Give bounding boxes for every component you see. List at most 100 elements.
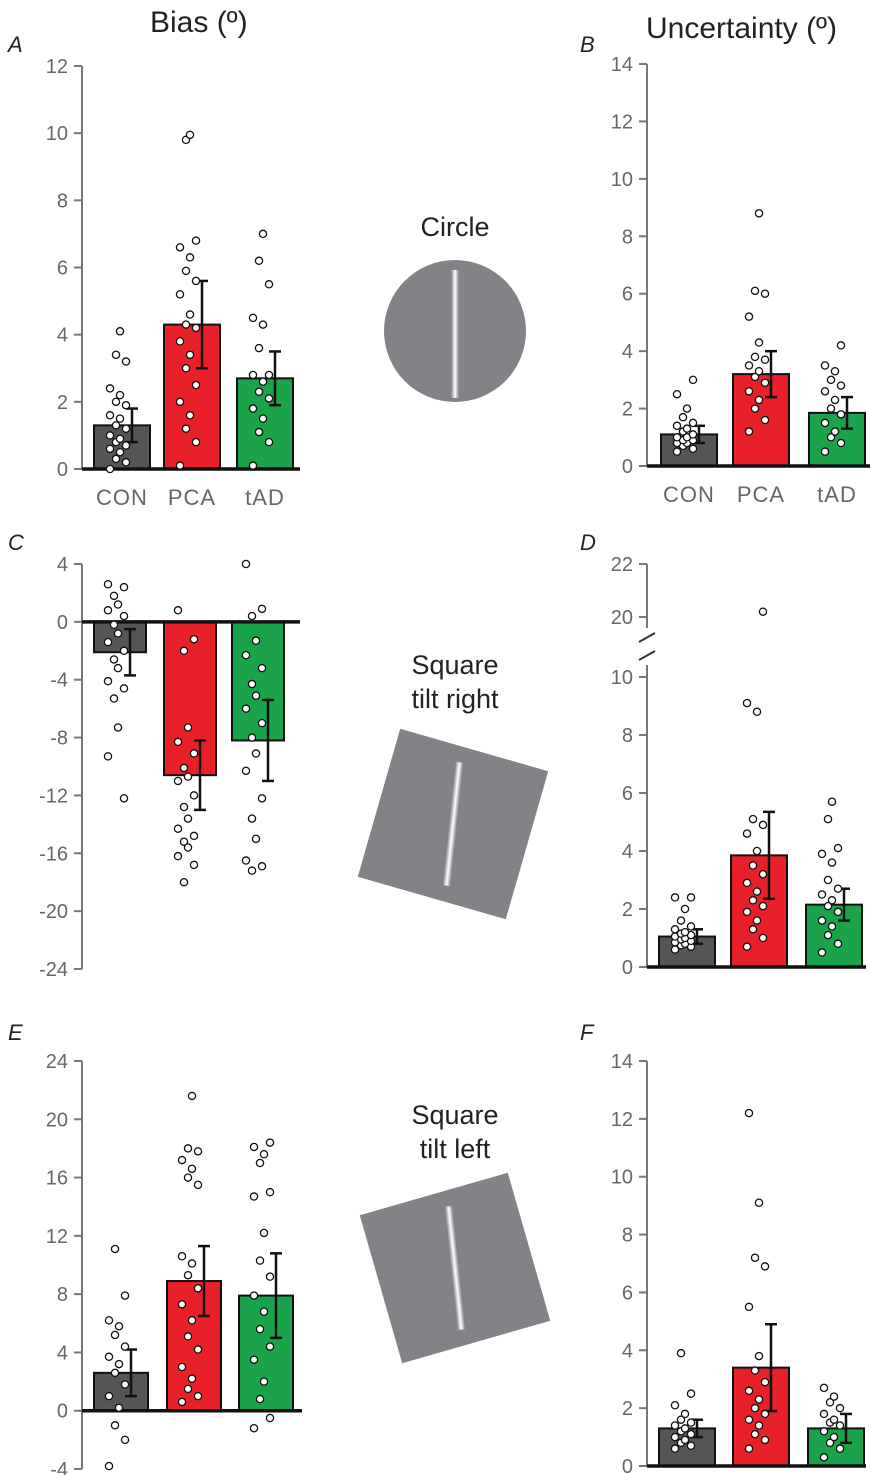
data-point-tad	[264, 280, 274, 289]
panel-letter-e: E	[8, 1020, 23, 1045]
data-point-pca	[179, 763, 189, 773]
data-point-tad	[820, 418, 830, 428]
data-point-tad	[247, 866, 257, 875]
data-point-tad	[830, 366, 840, 376]
data-point-pca	[742, 878, 752, 888]
y-tick-label: 12	[611, 1109, 633, 1131]
y-tick-label: -8	[50, 728, 68, 750]
data-point-pca	[179, 802, 189, 812]
data-point-pca	[760, 1409, 770, 1419]
data-point-pca	[742, 698, 752, 708]
data-point-pca	[181, 266, 191, 276]
data-point-tad	[820, 447, 830, 456]
panel-letter-c: C	[8, 530, 24, 555]
data-point-tad	[257, 663, 267, 673]
data-point-pca	[183, 1332, 193, 1341]
data-point-pca	[183, 1144, 193, 1153]
data-point-con	[670, 893, 680, 902]
data-point-con	[103, 606, 113, 615]
circle-stimulus-line	[451, 270, 459, 398]
data-point-con	[670, 1444, 680, 1453]
data-point-con	[109, 591, 119, 601]
y-tick-label: 8	[57, 1284, 68, 1306]
data-point-tad	[247, 679, 257, 689]
data-point-tad	[254, 427, 264, 437]
y-tick-label: -16	[39, 843, 68, 865]
data-point-pca	[183, 1270, 193, 1280]
y-tick-label: 0	[622, 957, 633, 979]
data-point-pca	[175, 337, 185, 346]
data-point-tad	[258, 414, 268, 423]
data-point-tad	[817, 849, 827, 859]
data-point-tad	[823, 901, 833, 911]
data-point-con	[688, 418, 698, 428]
data-point-pca	[760, 1377, 770, 1387]
square-left-stimulus-line	[444, 1205, 466, 1331]
data-point-pca	[754, 209, 764, 218]
data-point-pca	[754, 338, 764, 347]
y-tick-label: 12	[611, 111, 633, 133]
data-point-tad	[836, 381, 846, 390]
data-point-tad	[836, 438, 846, 448]
data-point-con	[104, 1461, 114, 1471]
data-point-pca	[181, 363, 191, 373]
category-label-pca: PCA	[168, 485, 216, 510]
data-point-tad	[830, 427, 840, 436]
data-point-pca	[744, 1444, 754, 1453]
data-point-tad	[823, 875, 833, 885]
data-point-tad	[826, 433, 836, 442]
data-point-con	[119, 646, 129, 656]
data-point-con	[682, 404, 692, 413]
data-point-tad	[254, 343, 264, 353]
square-right-stimulus-line	[442, 761, 464, 887]
data-point-tad	[826, 375, 836, 385]
data-point-pca	[744, 1108, 754, 1118]
y-tick-label: 10	[611, 667, 633, 689]
data-point-con	[672, 433, 682, 442]
data-point-tad	[265, 1342, 275, 1351]
data-point-con	[676, 1348, 686, 1358]
data-point-tad	[835, 1403, 845, 1413]
data-point-pca	[744, 361, 754, 370]
data-point-pca	[189, 831, 199, 841]
data-point-con	[688, 430, 698, 439]
data-point-pca	[173, 776, 183, 786]
data-point-con	[119, 684, 129, 693]
y-tick-label: 20	[611, 607, 633, 629]
data-point-con	[121, 458, 131, 467]
data-point-pca	[189, 860, 199, 870]
data-point-pca	[179, 837, 189, 846]
data-point-tad	[817, 916, 827, 925]
data-point-con	[680, 1435, 690, 1445]
panel-letter-d: D	[580, 530, 596, 555]
data-point-con	[120, 1380, 130, 1389]
y-tick-label: -4	[50, 670, 68, 692]
data-point-tad	[254, 256, 264, 266]
data-point-con	[688, 444, 698, 454]
data-point-con	[670, 925, 680, 934]
y-tick-label: 14	[611, 1051, 633, 1073]
chart-panel-b: 0 2 4 6 8 10 12 14 CON PCA tAD	[611, 54, 870, 507]
data-point-con	[110, 1330, 120, 1340]
chart-panel-d: 0 2 4 6 8 10 20 22	[611, 554, 866, 979]
data-point-pca	[183, 723, 193, 732]
bar-pca	[163, 620, 217, 777]
data-point-con	[113, 663, 123, 673]
data-point-con	[686, 1389, 696, 1398]
data-point-pca	[744, 1386, 754, 1396]
data-point-con	[680, 927, 690, 937]
data-point-pca	[744, 312, 754, 321]
data-point-con	[110, 1368, 120, 1378]
data-point-tad	[257, 862, 267, 871]
stimulus-label-circle: Circle	[420, 212, 490, 242]
bar-tad	[807, 1427, 865, 1467]
data-point-con	[672, 389, 682, 399]
data-point-tad	[251, 636, 261, 645]
data-point-con	[680, 1424, 690, 1433]
data-point-tad	[265, 1413, 275, 1423]
data-point-pca	[175, 243, 185, 252]
data-point-con	[115, 414, 125, 423]
data-point-con	[111, 454, 121, 464]
data-point-pca	[173, 737, 183, 747]
